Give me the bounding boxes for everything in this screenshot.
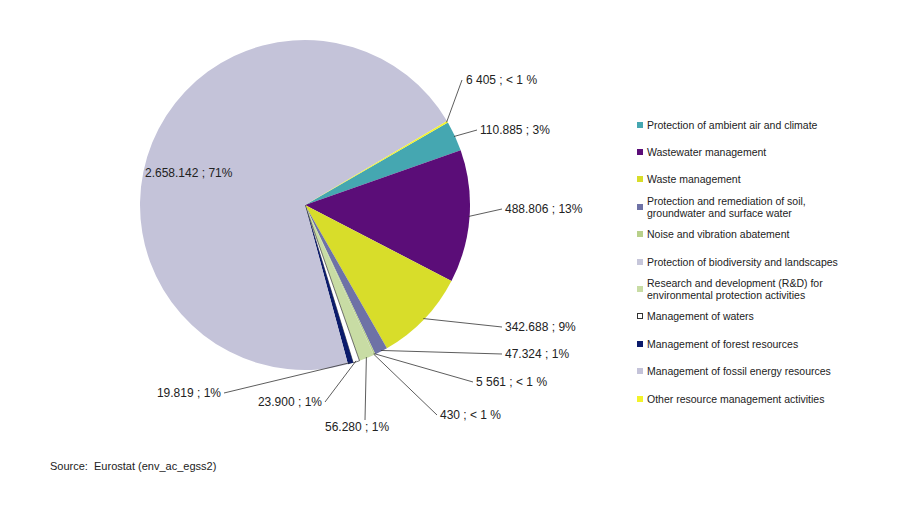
leader-line: [447, 80, 462, 122]
legend-label: Waste management: [647, 173, 741, 185]
leader-line: [469, 209, 502, 216]
data-label: 342.688 ; 9%: [505, 320, 576, 334]
legend-entry: Protection of biodiversity and landscape…: [637, 248, 852, 275]
leader-line: [325, 361, 356, 402]
leader-line: [374, 354, 437, 415]
data-label: 2.658.142 ; 71%: [145, 166, 233, 180]
legend-entry: Management of waters: [637, 303, 852, 330]
leader-line: [381, 350, 502, 354]
legend-entry: Management of forest resources: [637, 330, 852, 357]
legend-swatch: [637, 149, 643, 155]
leader-line: [374, 354, 473, 382]
legend-entry: Protection and remediation of soil, grou…: [637, 193, 852, 220]
legend-swatch: [637, 122, 643, 128]
legend-entry: Noise and vibration abatement: [637, 221, 852, 248]
legend-label: Management of forest resources: [647, 338, 798, 350]
legend-label: Other resource management activities: [647, 393, 824, 405]
legend-label: Research and development (R&D) for envir…: [647, 277, 852, 301]
leader-line: [423, 319, 502, 327]
slices: [140, 40, 470, 370]
data-label: 430 ; < 1 %: [440, 408, 501, 422]
slice: [305, 121, 448, 205]
legend-swatch: [637, 204, 643, 210]
legend-swatch: [637, 396, 643, 402]
legend-swatch: [637, 368, 643, 374]
labels: 110.885 ; 3% 488.806 ; 13% 342.688 ; 9% 47.…: [145, 73, 583, 434]
legend-label: Protection of ambient air and climate: [647, 119, 817, 131]
legend-swatch: [637, 231, 643, 237]
legend-entry: Other resource management activities: [637, 385, 852, 412]
data-label: 110.885 ; 3%: [480, 123, 550, 137]
legend-label: Protection of biodiversity and landscape…: [647, 256, 838, 268]
slice: [140, 40, 447, 370]
data-label: 56.280 ; 1%: [325, 420, 389, 434]
legend-entry: Waste management: [637, 166, 852, 193]
legend-entry: Wastewater management: [637, 138, 852, 165]
data-label: 19.819 ; 1%: [157, 386, 221, 400]
legend-label: Management of fossil energy resources: [647, 365, 831, 377]
data-label: 47.324 ; 1%: [505, 347, 569, 361]
source: Source: Eurostat (env_ac_egss2): [50, 460, 216, 472]
data-label: 488.806 ; 13%: [505, 202, 583, 216]
legend-label: Wastewater management: [647, 146, 766, 158]
data-label: 6 405 ; < 1 %: [466, 73, 537, 87]
legend-swatch: [637, 286, 643, 292]
data-label: 23.900 ; 1%: [258, 395, 322, 409]
legend-entry: Research and development (R&D) for envir…: [637, 275, 852, 302]
stage: 110.885 ; 3% 488.806 ; 13% 342.688 ; 9% 47.…: [0, 0, 900, 527]
leader-line: [454, 130, 477, 136]
leader-line: [365, 357, 366, 420]
legend-entry: Management of fossil energy resources: [637, 358, 852, 385]
legend-entry: Protection of ambient air and climate: [637, 111, 852, 138]
legend-label: Noise and vibration abatement: [647, 228, 789, 240]
legend-swatch: [637, 341, 643, 347]
legend-swatch: [637, 313, 643, 319]
legend-label: Protection and remediation of soil, grou…: [647, 195, 852, 219]
legend: Protection of ambient air and climate Was…: [637, 111, 852, 412]
legend-swatch: [637, 176, 643, 182]
leader-line: [224, 363, 350, 393]
legend-swatch: [637, 259, 643, 265]
legend-label: Management of waters: [647, 310, 754, 322]
data-label: 5 561 ; < 1 %: [476, 375, 547, 389]
